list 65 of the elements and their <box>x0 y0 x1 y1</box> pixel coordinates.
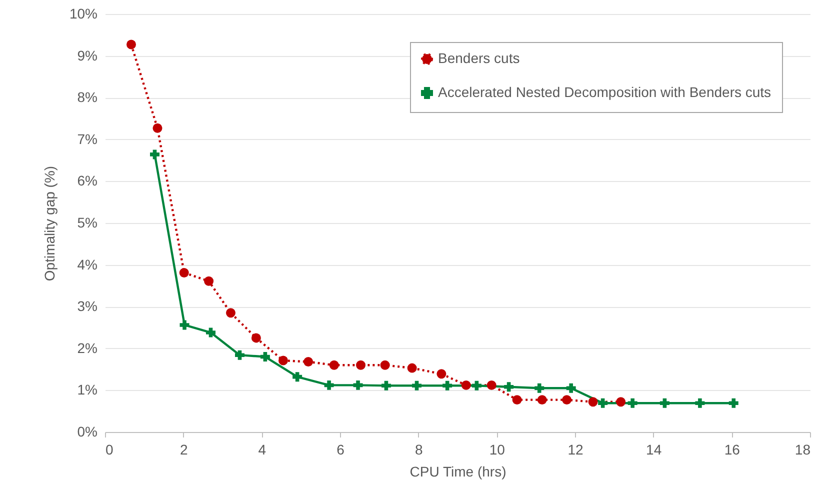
y-tick-label: 3% <box>77 298 98 314</box>
point <box>324 380 334 390</box>
y-tick-label: 5% <box>77 214 98 230</box>
point <box>407 363 417 373</box>
x-tick-label: 14 <box>646 442 662 458</box>
point <box>616 397 626 407</box>
y-tick-label: 4% <box>77 256 98 272</box>
y-tick-label: 0% <box>77 424 98 440</box>
x-tick-label: 2 <box>180 442 188 458</box>
point <box>180 320 190 330</box>
point <box>251 333 261 343</box>
point <box>588 397 598 407</box>
point <box>534 383 544 393</box>
x-tick-label: 0 <box>106 442 114 458</box>
point <box>461 380 471 390</box>
point <box>598 398 608 408</box>
point <box>512 395 522 405</box>
point <box>504 382 514 392</box>
point <box>486 380 496 390</box>
legend-label: Accelerated Nested Decomposition with Benders cuts <box>438 84 772 100</box>
y-tick-label: 1% <box>77 382 98 398</box>
x-tick-label: 6 <box>336 442 345 458</box>
y-tick-label: 10% <box>69 6 98 22</box>
y-tick-label: 8% <box>77 89 98 106</box>
point <box>537 395 547 405</box>
x-tick-label: 4 <box>258 442 266 458</box>
point <box>412 380 422 390</box>
x-tick-label: 16 <box>724 442 740 458</box>
point <box>356 360 366 370</box>
y-axis-title: Optimality gap (%) <box>41 166 58 282</box>
x-axis-title: CPU Time (hrs) <box>410 464 506 480</box>
point <box>695 398 705 408</box>
point <box>292 372 302 382</box>
point <box>728 398 738 408</box>
y-tick-label: 9% <box>77 47 98 64</box>
point <box>436 369 446 379</box>
point <box>179 268 189 278</box>
point <box>566 383 576 393</box>
point <box>126 40 136 50</box>
x-tick-label: 12 <box>568 442 584 458</box>
point <box>260 352 270 362</box>
point <box>152 123 162 133</box>
point <box>150 150 160 160</box>
point <box>380 360 390 370</box>
x-tick-label: 8 <box>414 442 423 458</box>
point <box>204 276 214 286</box>
x-tick-label: 10 <box>489 442 506 458</box>
point <box>353 380 363 390</box>
y-tick-label: 7% <box>77 130 98 147</box>
point <box>329 360 339 370</box>
point <box>304 357 314 367</box>
point <box>206 328 216 338</box>
point <box>562 395 572 405</box>
point <box>226 308 236 318</box>
point <box>278 356 288 366</box>
point <box>442 380 452 390</box>
point <box>660 398 670 408</box>
legend-label: Benders cuts <box>438 50 520 66</box>
x-tick-label: 18 <box>794 442 811 458</box>
point <box>234 350 244 360</box>
point <box>472 380 482 390</box>
y-tick-label: 6% <box>77 172 98 189</box>
y-tick-label: 2% <box>77 340 98 356</box>
point <box>381 380 391 390</box>
point <box>628 398 638 408</box>
